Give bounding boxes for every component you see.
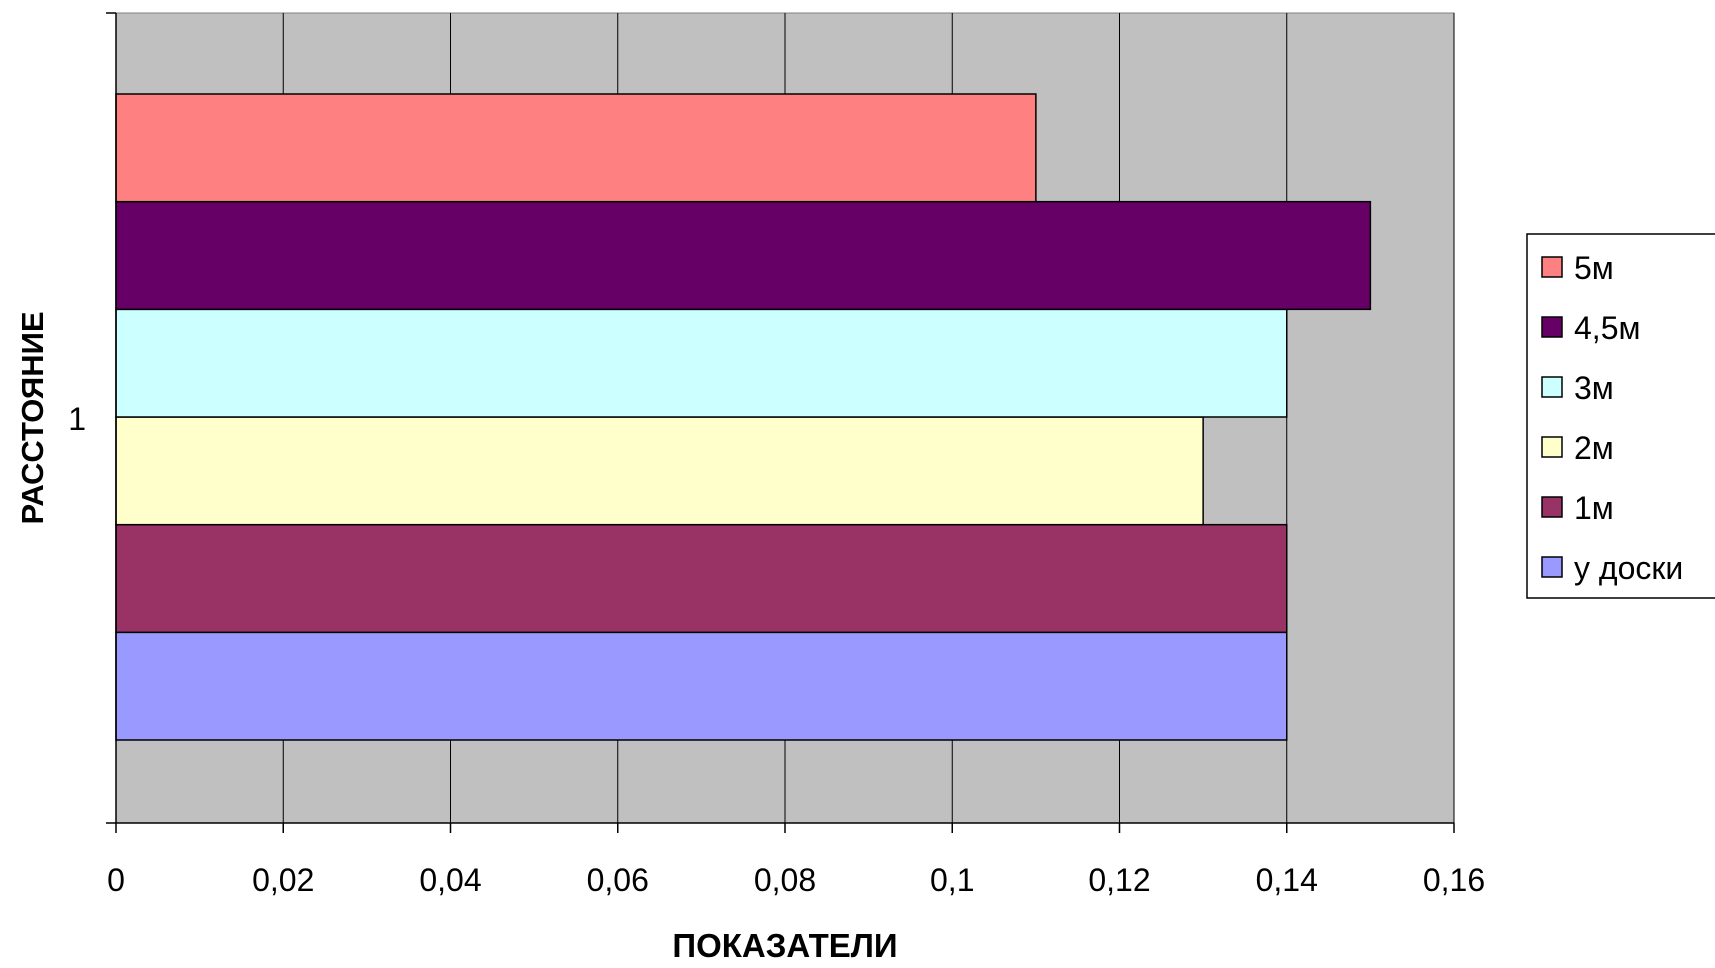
legend-swatch-3м	[1541, 376, 1563, 398]
x-tick-label: 0,04	[419, 862, 481, 898]
y-tick-labels: 1	[68, 401, 86, 437]
y-axis-title: РАССТОЯНИЕ	[15, 311, 50, 524]
bar-4-5м	[115, 200, 1372, 311]
legend-swatch-1м	[1541, 496, 1563, 518]
legend-box	[1526, 233, 1715, 599]
bars	[115, 93, 1372, 741]
bar-2м	[115, 416, 1204, 526]
y-tick-label: 1	[68, 401, 86, 437]
x-axis-title: ПОКАЗАТЕЛИ	[672, 927, 897, 963]
x-tick-label: 0,06	[587, 862, 649, 898]
legend-label-1м: 1м	[1574, 490, 1614, 526]
legend-items: 5м 4,5м 3м 2м 1м у доски	[1541, 250, 1683, 586]
legend-label-4-5м: 4,5м	[1574, 310, 1640, 346]
legend-label-у-доски: у доски	[1574, 550, 1683, 586]
x-tick-label: 0,16	[1423, 862, 1485, 898]
x-tick-label: 0,08	[754, 862, 816, 898]
bar-5м	[115, 93, 1037, 203]
legend-swatch-5м	[1541, 256, 1563, 278]
x-tick-label: 0,02	[252, 862, 314, 898]
x-tick-label: 0	[107, 862, 125, 898]
x-tick-label: 0,14	[1256, 862, 1318, 898]
x-tick-label: 0,1	[930, 862, 974, 898]
bar-1м	[115, 523, 1288, 634]
legend-label-3м: 3м	[1574, 370, 1614, 406]
legend-label-2м: 2м	[1574, 430, 1614, 466]
bar-у-доски	[115, 631, 1288, 741]
legend: 5м 4,5м 3м 2м 1м у доски	[1526, 233, 1715, 599]
axes	[106, 12, 1455, 833]
x-tick-label: 0,12	[1088, 862, 1150, 898]
legend-swatch-2м	[1541, 436, 1563, 458]
bar-3м	[115, 308, 1288, 418]
x-tick-labels: 0 0,02 0,04 0,06 0,08 0,1 0,12 0,14 0,16	[107, 862, 1485, 898]
legend-swatch-4-5м	[1541, 316, 1563, 338]
legend-swatch-у-доски	[1541, 556, 1563, 578]
legend-label-5м: 5м	[1574, 250, 1614, 286]
